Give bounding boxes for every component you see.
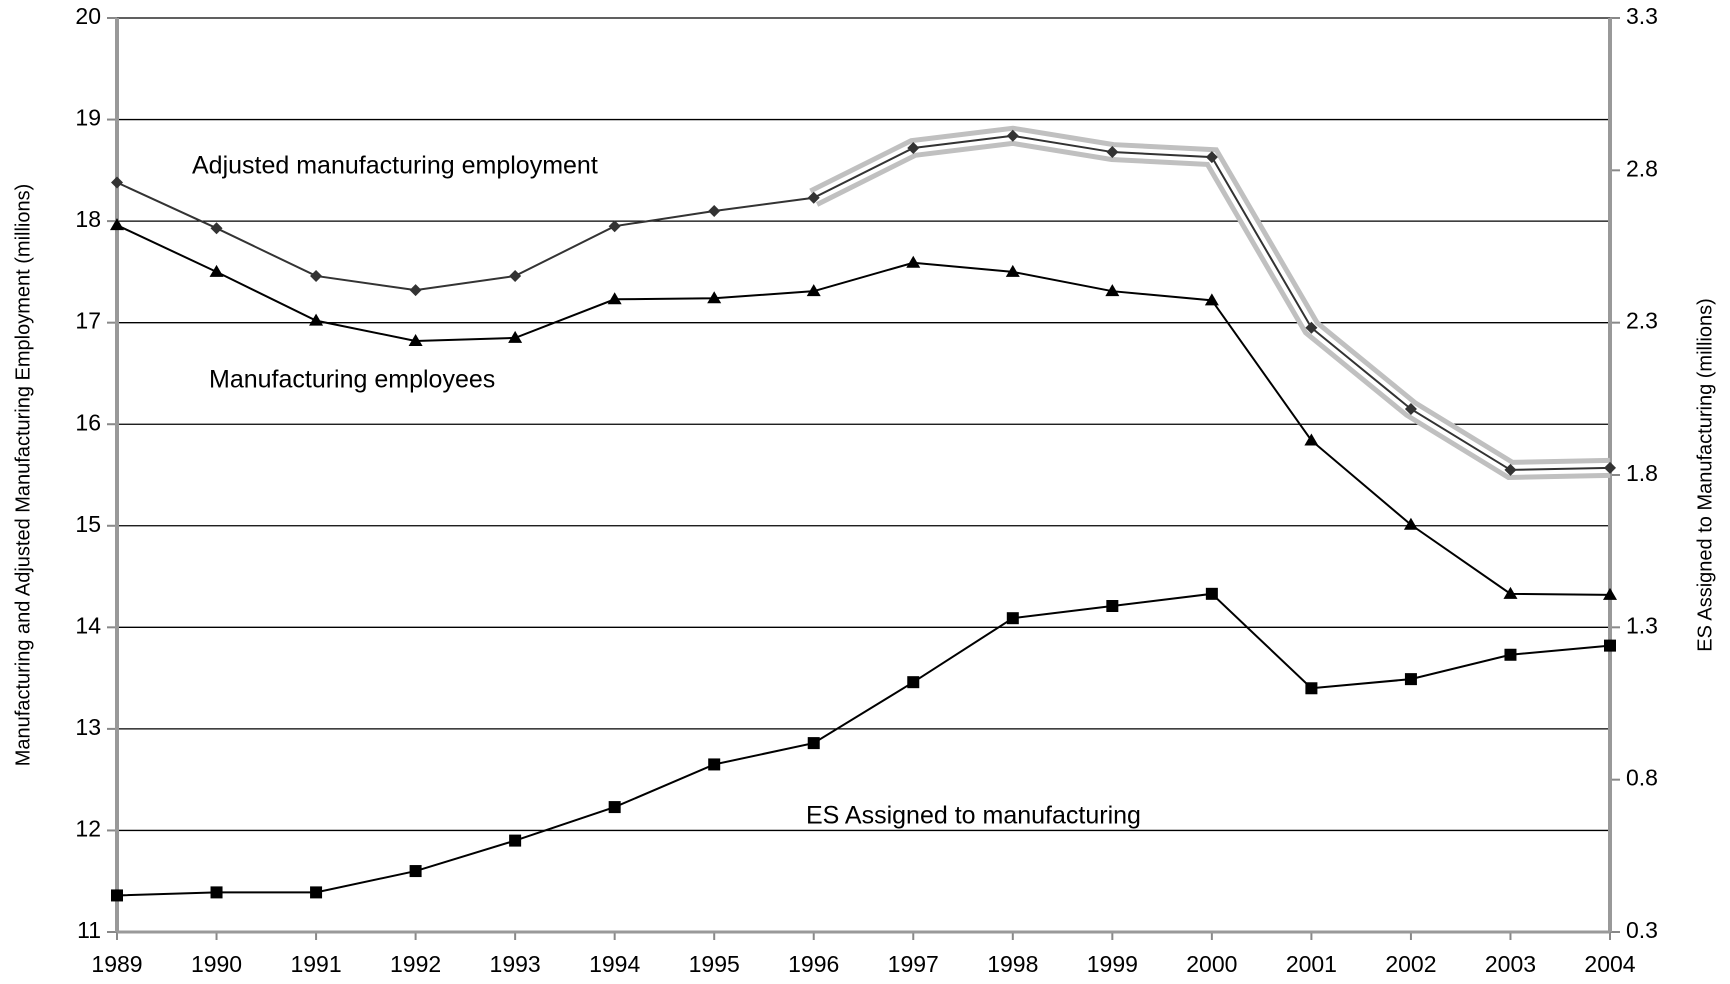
marker xyxy=(1106,146,1119,159)
marker xyxy=(111,176,123,189)
y-tick-label: 15 xyxy=(75,511,101,537)
y2-tick-label: 0.8 xyxy=(1626,765,1658,791)
x-tick-label: 2003 xyxy=(1485,951,1536,977)
y-tick-label: 16 xyxy=(75,409,101,435)
marker xyxy=(607,292,622,305)
marker xyxy=(707,291,722,304)
y2-tick-label: 2.3 xyxy=(1626,308,1658,334)
marker xyxy=(509,834,522,847)
marker xyxy=(110,218,124,231)
series-line xyxy=(116,224,1611,596)
x-tick-label: 1994 xyxy=(589,951,640,977)
marker xyxy=(1006,612,1019,625)
x-tick-label: 2001 xyxy=(1286,951,1337,977)
y-tick-label: 13 xyxy=(75,714,101,740)
series-line xyxy=(116,134,1611,471)
y2-tick-label: 1.3 xyxy=(1626,612,1658,638)
marker xyxy=(1403,517,1418,530)
x-tick-label: 1997 xyxy=(888,951,939,977)
marker xyxy=(1305,682,1318,695)
marker xyxy=(1604,461,1616,474)
y2-tick-label: 2.8 xyxy=(1626,155,1658,181)
y-tick-label: 18 xyxy=(75,206,101,232)
y2-tick-label: 3.3 xyxy=(1626,3,1658,29)
y2-tick-label: 1.8 xyxy=(1626,460,1658,486)
marker xyxy=(807,191,820,204)
marker xyxy=(508,330,523,343)
marker xyxy=(1205,151,1218,164)
marker xyxy=(608,801,621,814)
x-tick-label: 2002 xyxy=(1385,951,1436,977)
annotation: Manufacturing employees xyxy=(209,366,495,394)
x-tick-label: 1995 xyxy=(689,951,740,977)
marker xyxy=(1404,402,1417,415)
y-tick-label: 14 xyxy=(75,612,101,638)
marker xyxy=(708,204,721,217)
marker xyxy=(408,333,423,346)
x-tick-label: 2004 xyxy=(1584,951,1635,977)
y2-axis-title: ES Assigned to Manufacturing (millions) xyxy=(1694,298,1716,652)
x-tick-label: 1993 xyxy=(490,951,541,977)
marker xyxy=(1504,648,1517,661)
marker xyxy=(806,284,821,297)
y-tick-label: 12 xyxy=(75,816,101,842)
marker xyxy=(1204,293,1219,306)
x-tick-label: 1999 xyxy=(1087,951,1138,977)
x-tick-label: 1989 xyxy=(91,951,142,977)
marker xyxy=(310,886,323,899)
marker xyxy=(1305,321,1318,334)
x-tick-label: 1998 xyxy=(987,951,1038,977)
marker xyxy=(1304,433,1319,446)
marker xyxy=(1006,129,1019,142)
marker xyxy=(111,889,123,902)
marker xyxy=(409,284,422,297)
marker xyxy=(1105,284,1120,297)
marker xyxy=(1005,264,1020,277)
marker xyxy=(907,676,920,689)
y-tick-label: 19 xyxy=(75,105,101,131)
marker xyxy=(409,865,422,878)
marker xyxy=(209,264,224,277)
marker xyxy=(1504,463,1517,476)
annotation: ES Assigned to manufacturing xyxy=(806,802,1141,830)
x-tick-label: 1992 xyxy=(390,951,441,977)
marker xyxy=(807,737,820,750)
annotation: Adjusted manufacturing employment xyxy=(192,152,598,180)
y-tick-label: 17 xyxy=(75,308,101,334)
x-tick-label: 1991 xyxy=(290,951,341,977)
marker xyxy=(1603,587,1617,600)
marker xyxy=(1604,639,1616,652)
marker xyxy=(1106,600,1119,613)
marker xyxy=(1404,673,1417,686)
marker xyxy=(708,758,721,771)
y-axis-title: Manufacturing and Adjusted Manufacturing… xyxy=(12,184,34,767)
marker xyxy=(509,269,522,282)
y-tick-label: 20 xyxy=(75,3,101,29)
x-tick-label: 1996 xyxy=(788,951,839,977)
x-tick-label: 1990 xyxy=(191,951,242,977)
marker xyxy=(906,255,921,268)
marker xyxy=(1503,586,1518,599)
marker xyxy=(310,269,323,282)
marker xyxy=(907,141,920,154)
x-tick-label: 2000 xyxy=(1186,951,1237,977)
marker xyxy=(309,313,324,326)
marker xyxy=(608,220,621,233)
series-line xyxy=(116,592,1611,897)
y-tick-label: 11 xyxy=(77,917,101,943)
marker xyxy=(210,222,223,235)
y2-tick-label: 0.3 xyxy=(1626,917,1658,943)
marker xyxy=(210,886,223,899)
marker xyxy=(1205,587,1218,600)
